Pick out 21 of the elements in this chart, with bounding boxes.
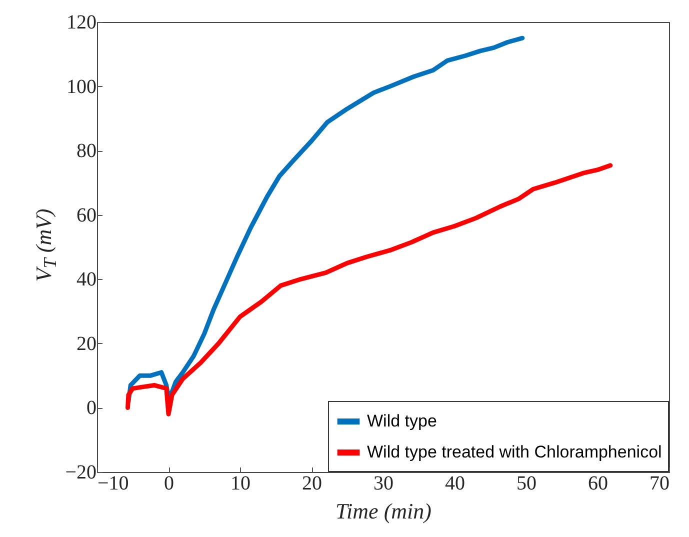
legend-label: Wild type treated with Chloramphenicol: [367, 442, 662, 462]
x-tick-label: −10: [98, 472, 129, 494]
x-tick-label: 0: [164, 472, 174, 494]
y-tick-label: 60: [76, 204, 96, 226]
y-tick-label: 0: [86, 397, 96, 420]
line-series: [126, 36, 525, 404]
y-tick-label: −20: [65, 462, 96, 484]
x-tick-label: 10: [230, 472, 250, 494]
x-tick-label: 30: [374, 472, 394, 494]
y-tick-label: 40: [76, 268, 96, 291]
y-tick-label: 20: [76, 332, 96, 355]
x-tick-label: 70: [650, 472, 670, 494]
x-tick-label: 40: [445, 472, 465, 494]
x-tick-label: 20: [302, 472, 322, 494]
y-tick-label: 100: [66, 76, 96, 98]
x-tick-label: 50: [516, 472, 536, 494]
x-axis-title: Time (min): [336, 498, 432, 524]
y-tick-label: 80: [76, 140, 96, 162]
y-tick-label: 120: [66, 12, 96, 34]
x-tick-label: 60: [588, 472, 608, 494]
legend-label: Wild type: [367, 412, 437, 430]
